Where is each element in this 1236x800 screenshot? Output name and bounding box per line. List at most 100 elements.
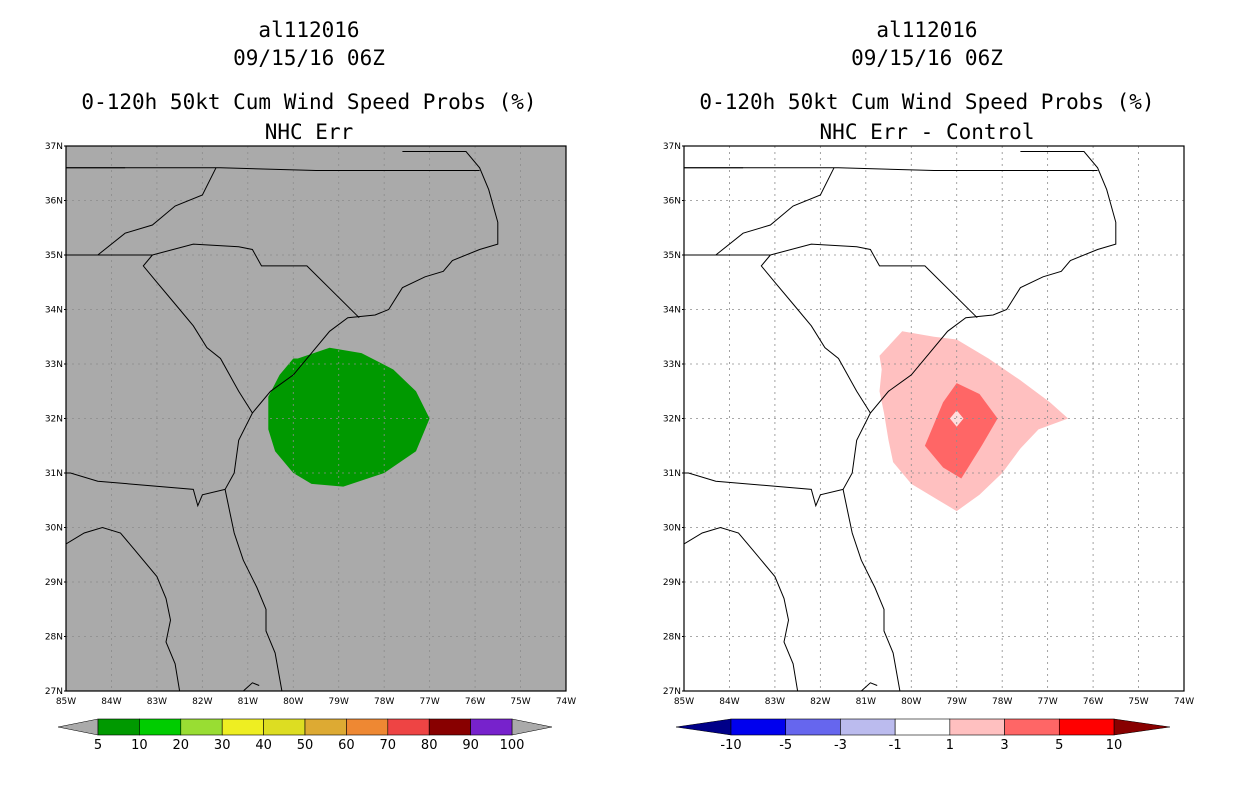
map-line-fl-ga — [684, 472, 844, 508]
colorbar-swatch — [263, 718, 306, 736]
lon-label: 76W — [1083, 697, 1103, 707]
colorbar-swatch — [304, 718, 347, 736]
lon-label: 84W — [719, 697, 739, 707]
lat-label: 36N — [663, 197, 681, 207]
lon-label: 79W — [947, 697, 967, 707]
colorbar-label: 70 — [380, 738, 397, 753]
colorbar-arrow-right — [1113, 718, 1171, 736]
datetime-left: 09/15/16 06Z — [233, 46, 385, 70]
colorbar-swatch — [346, 718, 389, 736]
subtitle-right: NHC Err - Control — [819, 120, 1035, 144]
colorbar-arrow-left — [675, 718, 732, 736]
lon-label: 76W — [465, 697, 485, 707]
colorbar-label: 100 — [500, 738, 525, 753]
lon-label: 80W — [901, 697, 921, 707]
lon-label: 83W — [147, 697, 167, 707]
lon-label: 79W — [329, 697, 349, 707]
map-line-lakeO — [242, 682, 260, 691]
colorbar-label: 40 — [255, 738, 272, 753]
colorbar-swatch — [840, 718, 896, 736]
lon-label: 80W — [283, 697, 303, 707]
lat-label: 27N — [45, 687, 63, 697]
map-line-fl-gulf — [66, 526, 181, 691]
colorbar-label: 5 — [1055, 738, 1063, 753]
lat-label: 36N — [45, 197, 63, 207]
colorbar-swatch — [1004, 718, 1060, 736]
lon-label: 82W — [192, 697, 212, 707]
map-line-coast — [842, 151, 1117, 691]
colorbar-swatch — [97, 718, 140, 736]
lon-label: 84W — [101, 697, 121, 707]
diff-contour-core — [949, 410, 964, 427]
colorbar-swatch — [180, 718, 223, 736]
diff-contour-3 — [924, 383, 998, 479]
subtitle-left: NHC Err — [264, 120, 354, 144]
storm-id-left: al112016 — [258, 18, 360, 42]
lon-label: 74W — [556, 697, 576, 707]
map-line-ga-sc — [760, 254, 871, 414]
lat-label: 32N — [45, 415, 63, 425]
colorbar-swatch — [949, 718, 1005, 736]
lat-label: 29N — [45, 578, 63, 588]
colorbar-swatch — [1058, 718, 1115, 736]
map-line-sc-nc — [770, 243, 978, 319]
colorbar-label: 80 — [421, 738, 438, 753]
lon-label: 82W — [810, 697, 830, 707]
colorbar-swatch — [387, 718, 430, 736]
lat-label: 28N — [45, 633, 63, 643]
product-title-left: 0-120h 50kt Cum Wind Speed Probs (%) — [81, 90, 537, 114]
colorbar-label: 3 — [1000, 738, 1008, 753]
lat-label: 29N — [663, 578, 681, 588]
colorbar-label: -10 — [720, 738, 741, 753]
colorbar-label: 30 — [214, 738, 231, 753]
map-line-sc-nc — [152, 243, 360, 319]
prob-contour-5pct — [268, 347, 430, 487]
lat-label: 35N — [663, 251, 681, 261]
colorbar-label: -1 — [889, 738, 902, 753]
lat-label: 37N — [45, 142, 63, 152]
lat-label: 31N — [663, 469, 681, 479]
lat-label: 37N — [663, 142, 681, 152]
colorbar-label: 50 — [297, 738, 314, 753]
lat-label: 35N — [45, 251, 63, 261]
colorbar-label: 90 — [462, 738, 479, 753]
lat-label: 34N — [663, 306, 681, 316]
map-line-coast — [224, 151, 499, 691]
map-line-lakeO — [860, 682, 878, 691]
lon-label: 77W — [419, 697, 439, 707]
lon-label: 74W — [1174, 697, 1194, 707]
lat-label: 27N — [663, 687, 681, 697]
colorbar-swatch — [139, 718, 182, 736]
lat-label: 32N — [663, 415, 681, 425]
lon-label: 75W — [1128, 697, 1148, 707]
colorbar-arrow-right — [511, 718, 553, 736]
colorbar-label: -5 — [779, 738, 792, 753]
lat-label: 33N — [663, 360, 681, 370]
colorbar-swatch — [730, 718, 787, 736]
datetime-right: 09/15/16 06Z — [851, 46, 1003, 70]
lat-label: 33N — [45, 360, 63, 370]
lon-label: 83W — [765, 697, 785, 707]
colorbar-swatch — [894, 718, 951, 736]
colorbar-label: 1 — [946, 738, 954, 753]
lon-label: 77W — [1037, 697, 1057, 707]
colorbar-label: 10 — [131, 738, 148, 753]
map-line-tn-nc — [97, 167, 217, 256]
storm-id-right: al112016 — [876, 18, 978, 42]
lat-label: 28N — [663, 633, 681, 643]
colorbar-swatch — [470, 718, 513, 736]
lon-label: 78W — [374, 697, 394, 707]
colorbar-label: -3 — [834, 738, 847, 753]
lon-label: 75W — [510, 697, 530, 707]
colorbar-arrow-left — [57, 718, 99, 736]
map-line-fl-gulf — [684, 526, 799, 691]
lon-label: 85W — [674, 697, 694, 707]
product-title-right: 0-120h 50kt Cum Wind Speed Probs (%) — [699, 90, 1155, 114]
lon-label: 85W — [56, 697, 76, 707]
map-line-fl-ga — [66, 472, 226, 508]
lat-label: 30N — [663, 524, 681, 534]
lat-label: 30N — [45, 524, 63, 534]
